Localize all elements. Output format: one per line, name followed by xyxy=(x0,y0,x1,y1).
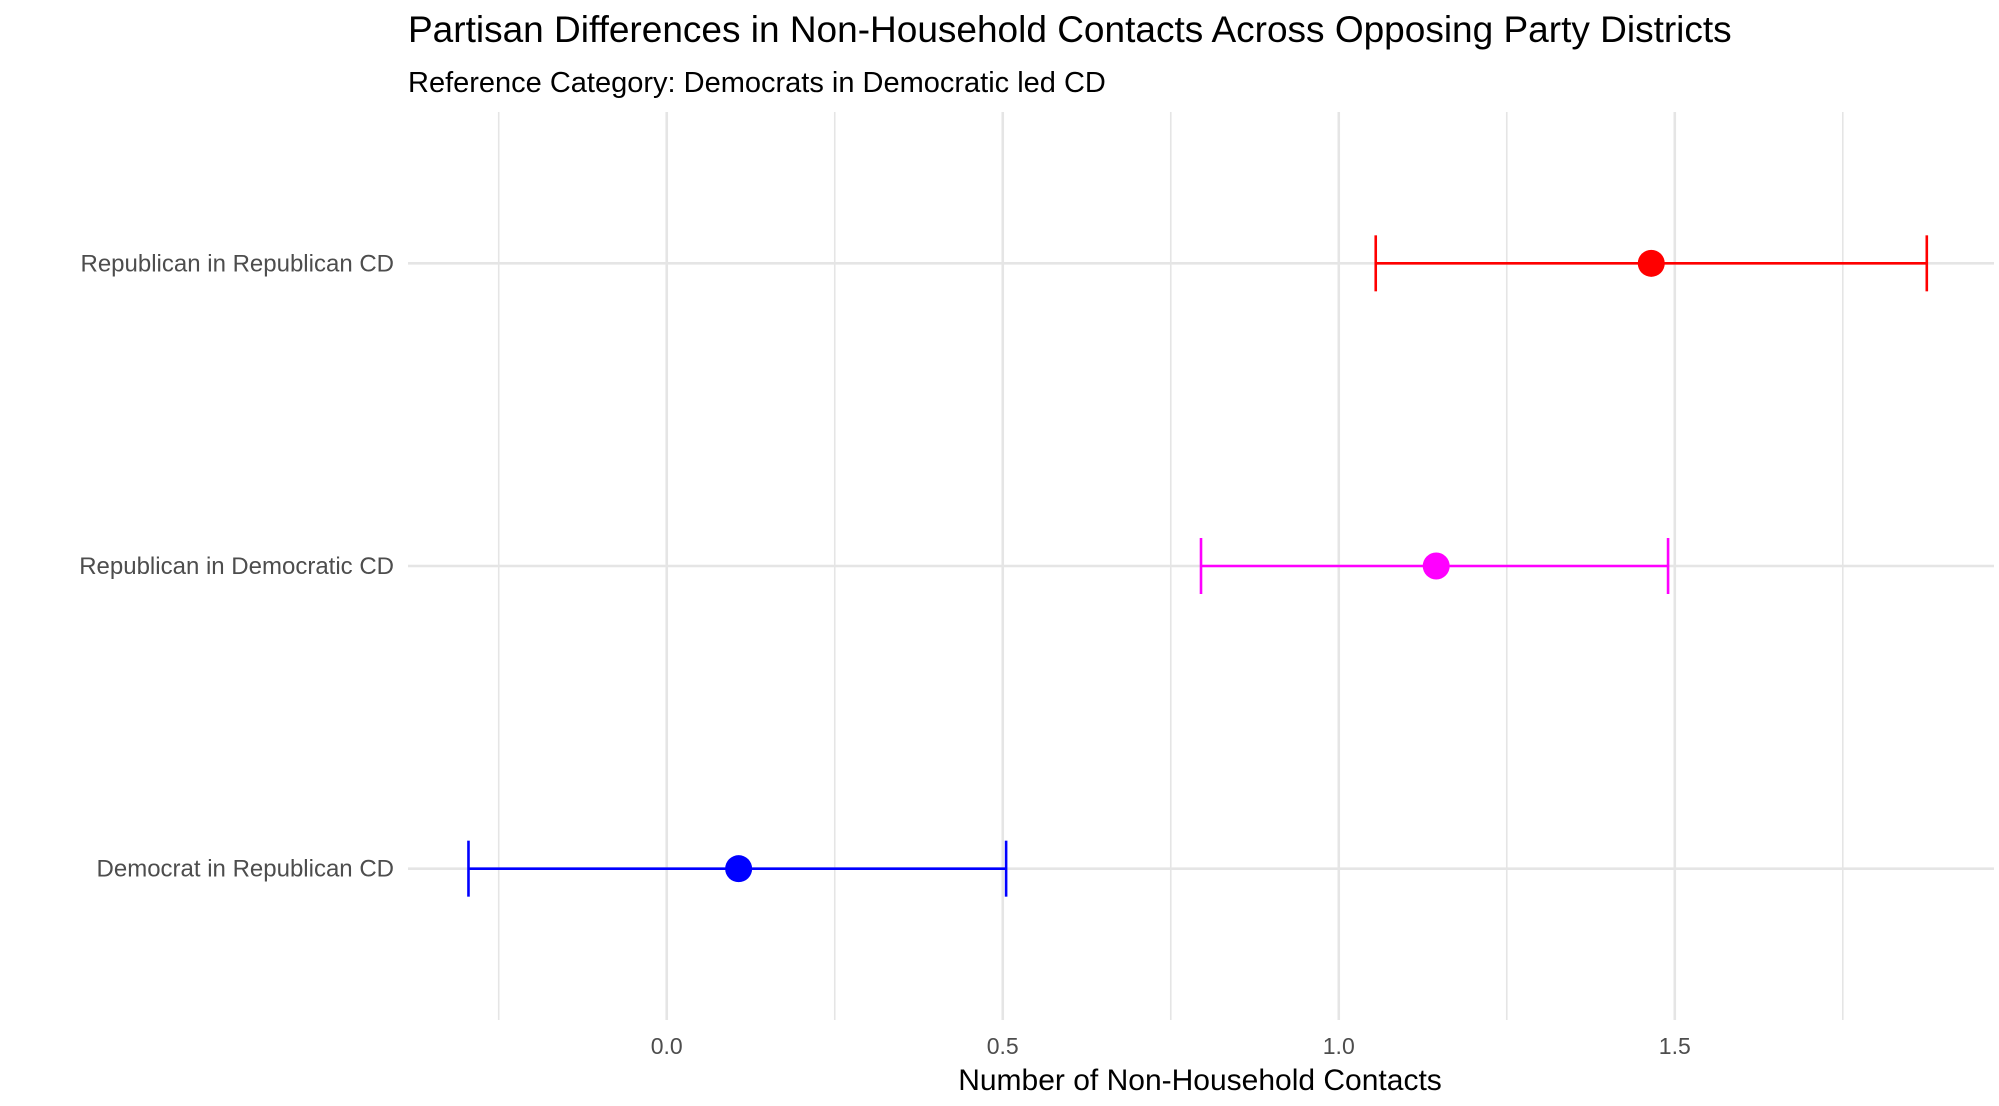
y-tick-labels: Republican in Republican CD Republican in… xyxy=(79,250,394,882)
x-axis-label: Number of Non-Household Contacts xyxy=(958,1064,1442,1097)
x-tick-label: 0.5 xyxy=(987,1033,1019,1059)
y-tick-label: Republican in Democratic CD xyxy=(79,553,394,580)
error-bar-group xyxy=(1374,235,1929,292)
x-tick-label: 1.0 xyxy=(1323,1033,1355,1059)
error-bar-group xyxy=(467,840,1008,897)
x-tick-labels: 0.0 0.5 1.0 1.5 xyxy=(651,1033,1691,1059)
x-tick-label: 1.5 xyxy=(1659,1033,1691,1059)
y-tick-label: Democrat in Republican CD xyxy=(97,856,394,883)
data-marks xyxy=(467,235,1929,897)
chart-title: Partisan Differences in Non-Household Co… xyxy=(408,9,1732,50)
point-estimate xyxy=(1637,249,1665,277)
chart-subtitle: Reference Category: Democrats in Democra… xyxy=(408,67,1106,99)
point-estimate xyxy=(1422,552,1450,580)
point-estimate xyxy=(725,855,753,883)
y-tick-label: Republican in Republican CD xyxy=(80,250,394,277)
x-tick-label: 0.0 xyxy=(651,1033,683,1059)
error-bar-group xyxy=(1199,538,1670,594)
